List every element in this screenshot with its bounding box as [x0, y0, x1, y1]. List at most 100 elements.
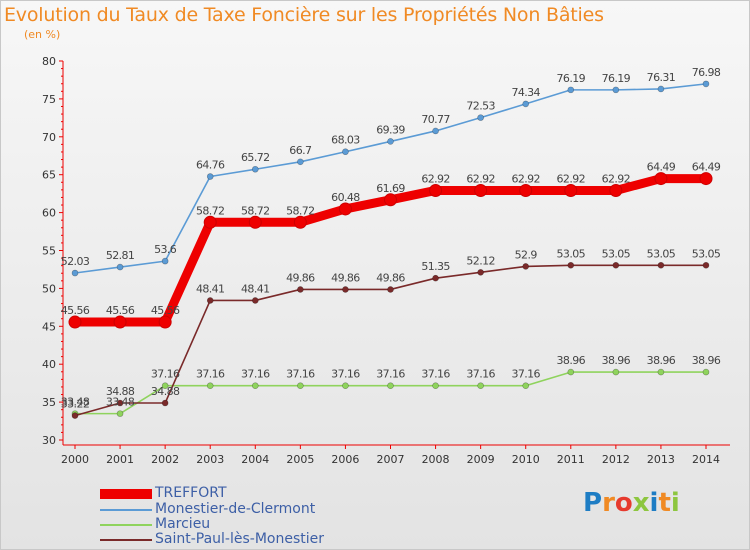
logo-letter: x — [632, 488, 650, 518]
x-tick-label: 2012 — [602, 453, 630, 466]
data-label-treffort: 62.92 — [511, 172, 540, 185]
data-label-saint-paul-l-s-monestier: 49.86 — [376, 271, 405, 284]
data-point-saint-paul-l-s-monestier — [387, 286, 394, 293]
data-point-marcieu — [342, 382, 349, 390]
data-point-marcieu — [657, 368, 665, 376]
data-label-saint-paul-l-s-monestier: 53.05 — [602, 247, 631, 260]
data-point-treffort — [519, 183, 533, 197]
data-point-marcieu — [297, 382, 304, 390]
logo-letter: r — [602, 488, 615, 518]
data-point-monestier-de-clermont — [432, 127, 439, 135]
data-label-treffort: 64.49 — [692, 161, 721, 174]
data-label-monestier-de-clermont: 76.31 — [647, 71, 676, 84]
data-point-treffort — [158, 315, 172, 329]
y-tick-label: 55 — [42, 245, 56, 258]
data-point-marcieu — [251, 382, 259, 390]
data-point-monestier-de-clermont — [71, 269, 79, 277]
data-label-treffort: 58.72 — [286, 204, 315, 217]
data-label-monestier-de-clermont: 52.03 — [61, 255, 90, 268]
data-point-saint-paul-l-s-monestier — [251, 297, 259, 304]
data-point-treffort — [609, 183, 623, 197]
data-label-treffort: 61.69 — [376, 182, 405, 195]
data-label-monestier-de-clermont: 70.77 — [421, 113, 450, 126]
data-label-marcieu: 37.16 — [331, 368, 360, 381]
data-label-treffort: 62.92 — [421, 172, 450, 185]
data-point-marcieu — [477, 382, 484, 390]
data-label-treffort: 58.72 — [196, 204, 225, 217]
legend-label-saint-paul: Saint-Paul-lès-Monestier — [155, 531, 324, 547]
data-label-saint-paul-l-s-monestier: 49.86 — [331, 271, 360, 284]
data-point-marcieu — [161, 382, 169, 390]
data-point-treffort — [293, 215, 307, 229]
data-point-saint-paul-l-s-monestier — [297, 286, 304, 293]
y-tick-label: 75 — [42, 93, 56, 106]
data-label-saint-paul-l-s-monestier: 51.35 — [421, 260, 450, 273]
data-point-monestier-de-clermont — [161, 257, 169, 265]
data-label-treffort: 58.72 — [241, 204, 270, 217]
y-tick-label: 65 — [42, 169, 56, 182]
data-label-monestier-de-clermont: 68.03 — [331, 134, 360, 147]
data-point-monestier-de-clermont — [387, 138, 394, 145]
y-tick-label: 40 — [42, 358, 56, 371]
data-label-saint-paul-l-s-monestier: 49.86 — [286, 271, 315, 284]
data-point-marcieu — [567, 368, 575, 376]
x-tick-label: 2009 — [467, 453, 495, 466]
data-point-monestier-de-clermont — [477, 114, 484, 121]
data-label-monestier-de-clermont: 64.76 — [196, 159, 225, 172]
data-label-treffort: 62.92 — [602, 172, 631, 185]
x-tick-label: 2004 — [241, 453, 269, 466]
data-label-monestier-de-clermont: 53.6 — [154, 243, 177, 256]
data-label-monestier-de-clermont: 76.19 — [557, 72, 586, 85]
data-label-marcieu: 33.48 — [106, 396, 135, 409]
x-tick-label: 2013 — [647, 453, 675, 466]
x-tick-label: 2006 — [331, 453, 359, 466]
unit-label: (en %) — [24, 28, 61, 41]
data-label-monestier-de-clermont: 76.19 — [602, 72, 631, 85]
data-point-saint-paul-l-s-monestier — [522, 263, 530, 270]
data-label-marcieu: 38.96 — [692, 354, 721, 367]
data-label-monestier-de-clermont: 72.53 — [466, 100, 495, 113]
x-tick-label: 2011 — [557, 453, 585, 466]
data-point-monestier-de-clermont — [522, 100, 530, 108]
data-label-treffort: 60.48 — [331, 191, 360, 204]
data-label-monestier-de-clermont: 76.98 — [692, 66, 721, 79]
data-point-saint-paul-l-s-monestier — [612, 261, 620, 269]
data-label-monestier-de-clermont: 66.7 — [289, 144, 312, 157]
data-point-monestier-de-clermont — [297, 158, 304, 166]
data-point-monestier-de-clermont — [342, 148, 349, 156]
data-label-saint-paul-l-s-monestier: 53.05 — [557, 247, 586, 260]
data-point-marcieu — [206, 382, 214, 390]
data-label-saint-paul-l-s-monestier: 53.05 — [692, 247, 721, 260]
logo-letter: i — [670, 488, 680, 518]
legend-swatch-treffort — [100, 489, 152, 499]
x-tick-label: 2001 — [106, 453, 134, 466]
data-label-saint-paul-l-s-monestier: 52.9 — [515, 248, 538, 261]
data-point-treffort — [248, 215, 262, 229]
y-tick-label: 30 — [42, 434, 56, 447]
data-point-treffort — [384, 193, 397, 207]
x-tick-label: 2003 — [196, 453, 224, 466]
legend-label-monestier: Monestier-de-Clermont — [155, 501, 316, 517]
data-label-treffort: 62.92 — [557, 172, 586, 185]
data-point-saint-paul-l-s-monestier — [342, 286, 349, 293]
x-tick-label: 2008 — [422, 453, 450, 466]
data-point-marcieu — [432, 382, 439, 390]
data-point-marcieu — [522, 382, 530, 390]
data-point-monestier-de-clermont — [567, 86, 575, 94]
data-label-saint-paul-l-s-monestier: 48.41 — [241, 282, 270, 295]
data-label-marcieu: 37.16 — [421, 368, 450, 381]
legend-swatch-monestier — [100, 509, 152, 511]
data-point-saint-paul-l-s-monestier — [161, 399, 169, 407]
logo-letter: P — [583, 488, 603, 518]
data-point-marcieu — [612, 368, 620, 376]
data-point-saint-paul-l-s-monestier — [477, 269, 484, 276]
legend-label-treffort: TREFFORT — [155, 485, 227, 501]
logo-letter: o — [614, 488, 633, 518]
y-tick-label: 45 — [42, 320, 56, 333]
data-label-saint-paul-l-s-monestier: 34.88 — [151, 385, 180, 398]
legend-swatch-marcieu — [100, 524, 152, 526]
legend-swatch-saint-paul — [100, 539, 152, 541]
data-label-treffort: 62.92 — [466, 172, 495, 185]
data-point-saint-paul-l-s-monestier — [432, 274, 439, 282]
data-label-saint-paul-l-s-monestier: 53.05 — [647, 247, 676, 260]
